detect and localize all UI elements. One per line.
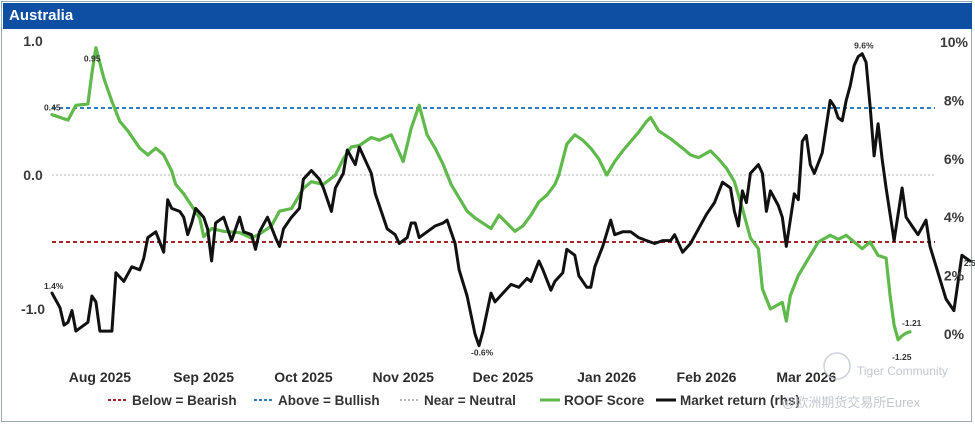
data-label: 2.5% [964, 258, 975, 268]
chart-title: Australia [3, 3, 972, 29]
series-market-return [50, 52, 972, 348]
right-tick-label: 4% [944, 209, 965, 225]
legend-label: ROOF Score [564, 393, 645, 408]
series-layer [50, 46, 972, 348]
watermark: Tiger Community @欧洲期货交易所Eurex [782, 352, 948, 410]
data-labels: 0.45 0.95 1.4% -0.6% 9.6% 2.5% -1.21 -1.25 [44, 41, 975, 362]
left-tick-label: 0.0 [23, 167, 43, 183]
x-tick-label: Oct 2025 [274, 369, 333, 385]
watermark-line2: @欧洲期货交易所Eurex [782, 395, 921, 410]
data-label: 0.95 [84, 54, 101, 64]
right-tick-label: 8% [944, 92, 965, 108]
data-label: -1.21 [902, 318, 922, 328]
data-label: -0.6% [471, 348, 494, 358]
data-label: 1.4% [44, 281, 64, 291]
legend-label: Market return (rhs) [680, 393, 800, 408]
axis-ticks: 1.0 0.0 -1.0 10% 8% 6% 4% 2% 0% Aug 2025 Sep 2025 O… [21, 33, 969, 385]
x-tick-label: Sep 2025 [173, 369, 234, 385]
x-tick-label: Dec 2025 [473, 369, 534, 385]
right-tick-label: 6% [944, 151, 965, 167]
legend-label: Below = Bearish [132, 393, 237, 408]
watermark-line1: Tiger Community [857, 364, 948, 378]
x-tick-label: Mar 2026 [776, 369, 836, 385]
x-tick-label: Aug 2025 [69, 369, 131, 385]
x-tick-label: Jan 2026 [577, 369, 636, 385]
left-tick-label: 1.0 [23, 33, 43, 49]
data-label: -1.25 [892, 352, 912, 362]
x-tick-label: Feb 2026 [677, 369, 737, 385]
series-roof-score [50, 46, 912, 342]
right-tick-label: 2% [944, 268, 965, 284]
data-label: 9.6% [854, 41, 874, 51]
right-tick-label: 10% [940, 34, 969, 50]
left-tick-label: -1.0 [21, 301, 45, 317]
legend: Below = Bearish Above = Bullish Near = Neu… [108, 393, 800, 408]
tiger-logo-icon [823, 352, 851, 380]
x-tick-label: Nov 2025 [372, 369, 434, 385]
legend-label: Near = Neutral [424, 393, 516, 408]
right-tick-label: 0% [944, 326, 965, 342]
data-label: 0.45 [44, 103, 61, 113]
legend-label: Above = Bullish [278, 393, 380, 408]
